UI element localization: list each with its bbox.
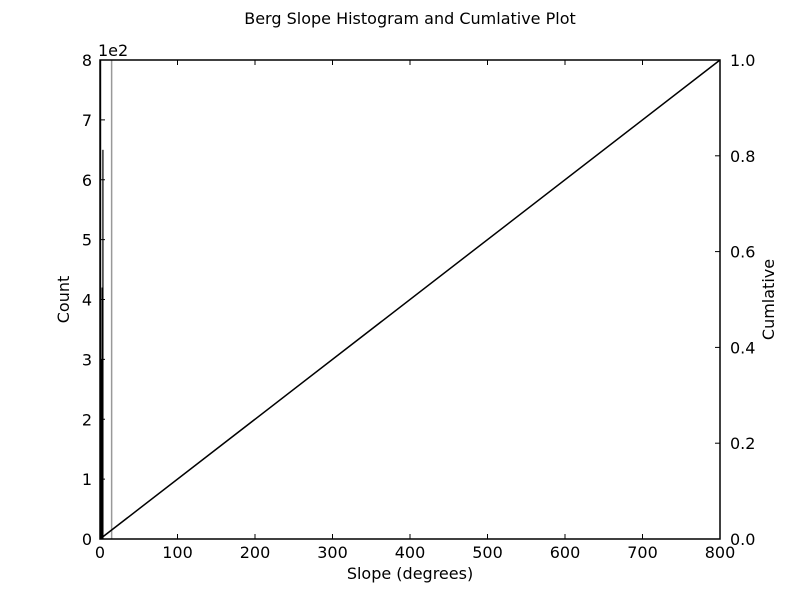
x-tick-label: 500	[472, 543, 503, 562]
y2-tick-label: 1.0	[730, 51, 755, 70]
y2-tick-label: 0.0	[730, 530, 755, 549]
y2-tick-label: 0.2	[730, 434, 755, 453]
y2-tick-label: 0.4	[730, 338, 755, 357]
y-tick-label: 3	[82, 350, 92, 369]
x-tick-label: 300	[317, 543, 348, 562]
x-axis-label: Slope (degrees)	[347, 564, 473, 583]
x-tick-label: 400	[395, 543, 426, 562]
chart-title: Berg Slope Histogram and Cumlative Plot	[244, 9, 576, 28]
x-tick-label: 100	[162, 543, 193, 562]
y2-axis-label: Cumlative	[759, 259, 778, 340]
x-tick-label: 600	[550, 543, 581, 562]
histogram-bar	[100, 359, 102, 539]
histogram-bar	[102, 149, 104, 539]
ticks: 0 100 200 300 400 500 600 700 800 0 1 2 3 4 5 6 7 8 0.0 0.2…	[82, 51, 756, 562]
y-axis-multiplier: 1e2	[98, 41, 128, 60]
histogram-bar	[101, 287, 103, 539]
y-tick-label: 7	[82, 111, 92, 130]
y-tick-label: 2	[82, 410, 92, 429]
y-tick-label: 5	[82, 231, 92, 250]
x-tick-label: 0	[95, 543, 105, 562]
y-tick-label: 4	[82, 291, 92, 310]
y-tick-label: 8	[82, 51, 92, 70]
y2-tick-label: 0.6	[730, 243, 755, 262]
y-axis-label: Count	[54, 276, 73, 324]
cumulative-line	[99, 59, 721, 540]
y-tick-label: 6	[82, 171, 92, 190]
x-tick-label: 700	[627, 543, 658, 562]
y-tick-label: 0	[82, 530, 92, 549]
plot-marks	[99, 59, 721, 540]
y2-tick-label: 0.8	[730, 147, 755, 166]
x-tick-label: 800	[705, 543, 736, 562]
x-tick-label: 200	[240, 543, 271, 562]
y-tick-label: 1	[82, 470, 92, 489]
